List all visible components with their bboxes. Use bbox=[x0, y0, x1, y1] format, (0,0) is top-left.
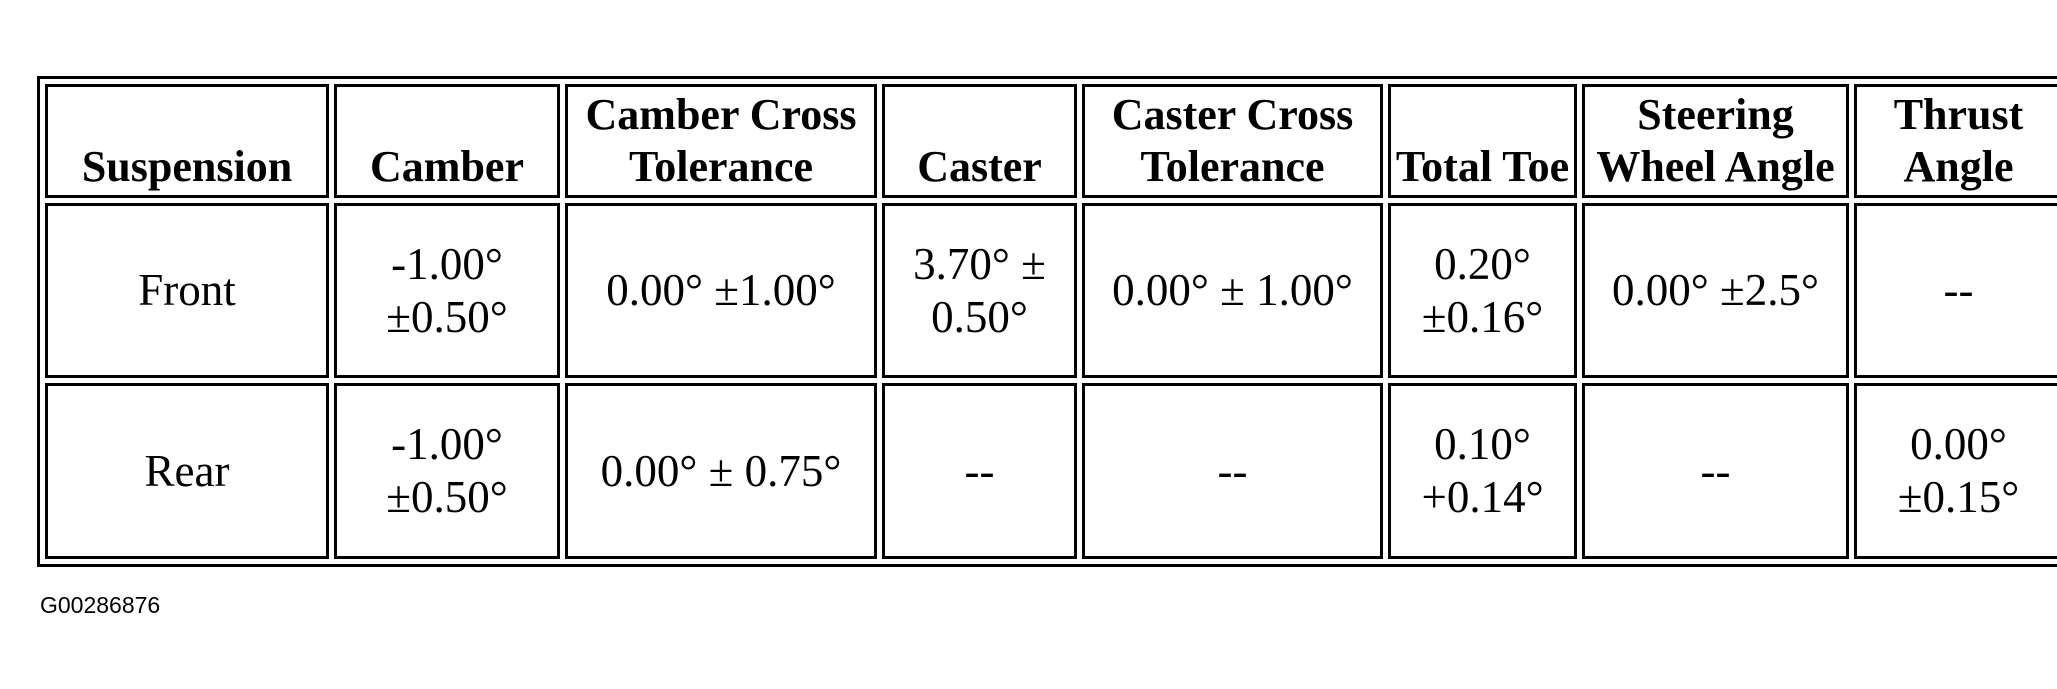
table-cell: -1.00° ±0.50° bbox=[334, 383, 560, 559]
table-cell: 0.00° ±1.00° bbox=[565, 202, 877, 379]
header-cell: Thrust Angle bbox=[1854, 84, 2057, 198]
table-row: Front -1.00° ±0.50° 0.00° ±1.00° 3.70° ± 0.… bbox=[45, 202, 2057, 379]
header-cell: Camber Cross Tolerance bbox=[565, 84, 877, 198]
table-row: Rear -1.00° ±0.50° 0.00° ± 0.75° -- -- 0.10° … bbox=[45, 383, 2057, 559]
header-row: Suspension Camber Camber Cross Tolerance Ca… bbox=[45, 84, 2057, 198]
table-cell: 0.00° ± 1.00° bbox=[1082, 202, 1383, 379]
table-cell: 3.70° ± 0.50° bbox=[882, 202, 1077, 379]
table-cell: 0.00° ± 0.75° bbox=[565, 383, 877, 559]
table-cell: -- bbox=[1582, 383, 1849, 559]
figure-id: G00286876 bbox=[40, 592, 161, 618]
header-cell: Camber bbox=[334, 84, 560, 198]
table-cell: -- bbox=[1082, 383, 1383, 559]
table-cell: Front bbox=[45, 202, 329, 379]
table-cell: 0.20° ±0.16° bbox=[1388, 202, 1577, 379]
header-cell: Suspension bbox=[45, 84, 329, 198]
table-cell: Rear bbox=[45, 383, 329, 559]
table-cell: 0.00° ±0.15° bbox=[1854, 383, 2057, 559]
table-body: Front -1.00° ±0.50° 0.00° ±1.00° 3.70° ± 0.… bbox=[45, 202, 2057, 559]
table-cell: -- bbox=[1854, 202, 2057, 379]
header-cell: Steering Wheel Angle bbox=[1582, 84, 1849, 198]
table-cell: 0.00° ±2.5° bbox=[1582, 202, 1849, 379]
header-cell: Caster Cross Tolerance bbox=[1082, 84, 1383, 198]
table-cell: -1.00° ±0.50° bbox=[334, 202, 560, 379]
header-cell: Total Toe bbox=[1388, 84, 1577, 198]
table-cell: -- bbox=[882, 383, 1077, 559]
header-cell: Caster bbox=[882, 84, 1077, 198]
spec-table: Suspension Camber Camber Cross Tolerance Ca… bbox=[37, 76, 2057, 567]
table-cell: 0.10° +0.14° bbox=[1388, 383, 1577, 559]
